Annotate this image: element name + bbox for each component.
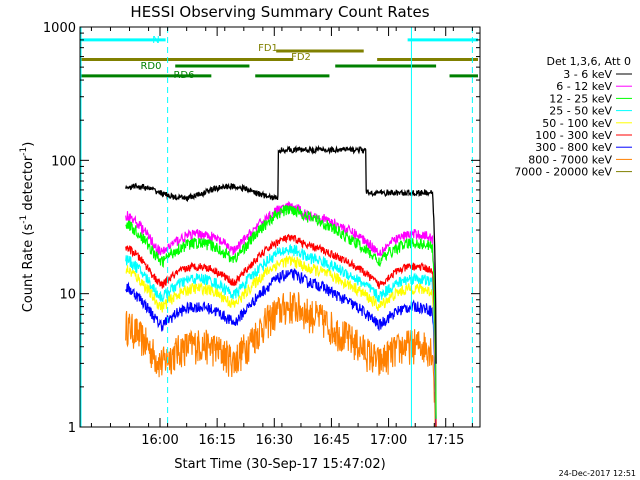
series-line-6 [125, 267, 437, 428]
x-tick-label: 16:30 [256, 433, 293, 448]
x-tick-label: 16:00 [141, 433, 178, 448]
vertical-markers [80, 27, 473, 427]
x-tick-label: 16:45 [313, 433, 350, 448]
flag-label-rd0: RD0 [140, 61, 161, 72]
y-tick-label: 1 [68, 421, 76, 436]
series-line-1 [125, 200, 437, 420]
legend-entry-label: 6 - 12 keV [556, 80, 612, 93]
x-tick-label: 17:00 [370, 433, 407, 448]
series-line-5 [125, 233, 437, 428]
flag-label-fd1: FD1 [258, 43, 278, 54]
legend-entry-label: 800 - 7000 keV [528, 153, 612, 166]
legend-entry-label: 3 - 6 keV [563, 68, 612, 81]
flag-bars: N FD1 FD2 RD0 RD6 [80, 35, 478, 81]
legend-header: Det 1,3,6, Att 0 [547, 55, 631, 68]
axes: 1 10 100 1000 16:00 16:15 16:30 16:45 17:00 17:15 [43, 21, 481, 448]
y-tick-label: 1000 [43, 21, 76, 36]
chart-title: HESSI Observing Summary Count Rates [130, 3, 429, 21]
timestamp: 24-Dec-2017 12:51 [559, 469, 636, 478]
plot-frame [79, 26, 481, 428]
series-lines [125, 144, 437, 428]
legend-entry-label: 50 - 100 keV [542, 117, 612, 130]
x-axis-label: Start Time (30-Sep-17 15:47:02) [174, 457, 385, 472]
legend-entry-label: 7000 - 20000 keV [514, 166, 612, 179]
x-tick-label: 16:15 [198, 433, 235, 448]
series-line-2 [125, 205, 437, 419]
y-axis-label: Count Rate (s-1 detector-1) [19, 142, 36, 313]
y-tick-label: 100 [51, 154, 76, 169]
flag-label-rd6: RD6 [173, 70, 194, 81]
legend-entry-label: 25 - 50 keV [549, 105, 612, 118]
legend-entry-label: 300 - 800 keV [535, 141, 612, 154]
flag-label-n: N [152, 35, 159, 46]
series-line-7 [125, 291, 437, 428]
legend-entry-label: 12 - 25 keV [549, 92, 612, 105]
series-line-0 [125, 144, 437, 364]
series-line-4 [125, 255, 437, 428]
series-line-3 [125, 243, 437, 428]
y-tick-label: 10 [59, 288, 76, 303]
x-tick-label: 17:15 [427, 433, 464, 448]
flag-label-fd2: FD2 [291, 52, 311, 63]
legend-entry-label: 100 - 300 keV [535, 129, 612, 142]
